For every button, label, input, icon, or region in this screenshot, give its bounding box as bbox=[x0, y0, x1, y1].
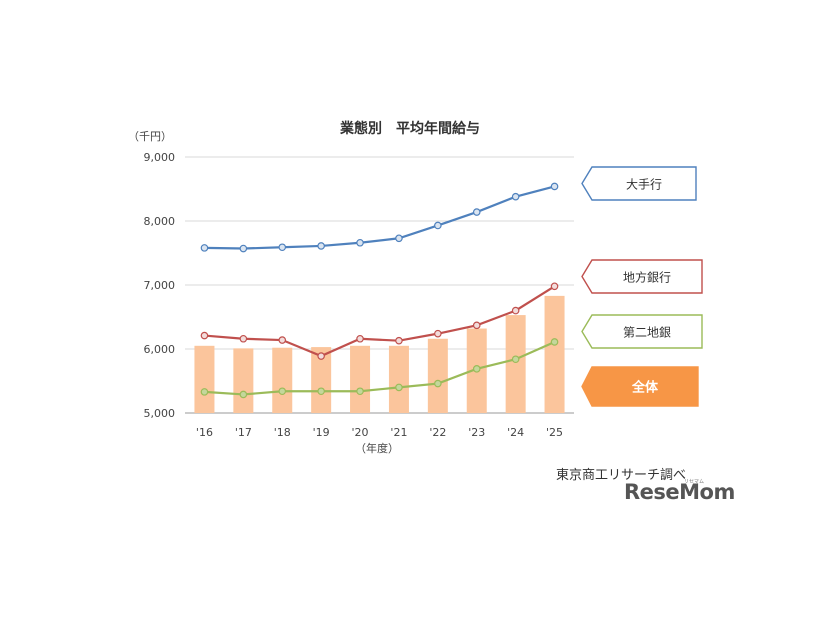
series-point bbox=[239, 244, 248, 253]
line-series-group bbox=[200, 182, 559, 399]
series-point bbox=[317, 242, 325, 250]
callout-box bbox=[581, 166, 697, 201]
callout-label: 第二地銀 bbox=[623, 326, 671, 340]
series-point bbox=[472, 321, 481, 330]
series-point bbox=[317, 387, 325, 396]
series-point bbox=[395, 383, 403, 392]
x-tick-label: '25 bbox=[546, 426, 563, 439]
callout-box bbox=[581, 366, 699, 407]
series-point bbox=[472, 365, 481, 373]
series-point bbox=[550, 282, 559, 291]
callout-box bbox=[581, 314, 703, 349]
series-point bbox=[434, 329, 442, 338]
series-point bbox=[200, 331, 209, 340]
bar-total bbox=[505, 315, 526, 413]
series-point bbox=[239, 390, 248, 399]
line-series bbox=[200, 282, 559, 360]
y-tick-label: 6,000 bbox=[144, 343, 176, 356]
bar-total bbox=[388, 345, 409, 413]
callout-box bbox=[581, 259, 703, 294]
y-tick-label: 7,000 bbox=[144, 279, 176, 292]
line-series bbox=[200, 182, 559, 253]
x-axis-ticks: '16 '17 '18 '19 '20 '21 '22 '23 '24 '25 bbox=[196, 426, 563, 439]
bar-total bbox=[194, 345, 215, 413]
bar-total bbox=[427, 338, 448, 413]
source-note: 東京商工リサーチ調べ bbox=[556, 468, 687, 483]
x-tick-label: '16 bbox=[196, 426, 213, 439]
series-line bbox=[204, 340, 555, 396]
series-point bbox=[511, 192, 520, 201]
bar-total bbox=[233, 348, 254, 413]
callout-label: 地方銀行 bbox=[623, 270, 671, 285]
series-point bbox=[511, 306, 520, 315]
series-point bbox=[472, 208, 481, 216]
series-line bbox=[204, 185, 555, 250]
series-point bbox=[278, 336, 287, 344]
chart-title: 業態別 平均年間給与 bbox=[339, 120, 480, 137]
series-point bbox=[550, 338, 559, 346]
y-axis-ticks: 5,000 6,000 7,000 8,000 9,000 bbox=[144, 151, 176, 420]
x-tick-label: '19 bbox=[313, 426, 330, 439]
bar-total bbox=[272, 347, 293, 413]
series-point bbox=[317, 352, 325, 360]
resemom-logo-ruby: リセマム bbox=[684, 479, 705, 485]
series-point bbox=[434, 221, 442, 230]
series-line bbox=[204, 285, 556, 358]
line-series bbox=[200, 338, 559, 399]
series-point bbox=[356, 238, 364, 247]
series-point bbox=[200, 388, 209, 396]
x-tick-label: '21 bbox=[390, 426, 407, 439]
series-point bbox=[200, 244, 209, 252]
x-axis-unit-label: （年度） bbox=[355, 441, 399, 455]
bar-total bbox=[544, 295, 565, 413]
x-tick-label: '22 bbox=[429, 426, 446, 439]
series-point bbox=[550, 182, 559, 191]
y-axis-unit-label: （千円） bbox=[128, 130, 172, 143]
series-point bbox=[511, 355, 520, 364]
series-point bbox=[395, 336, 403, 345]
x-tick-label: '18 bbox=[274, 426, 291, 439]
series-point bbox=[356, 334, 364, 343]
bar-series-total bbox=[194, 295, 565, 413]
series-point bbox=[278, 387, 287, 396]
resemom-logo: ReseMom bbox=[624, 480, 735, 504]
series-point bbox=[278, 243, 287, 252]
y-tick-label: 8,000 bbox=[144, 215, 176, 228]
series-point bbox=[356, 387, 364, 396]
bar-total bbox=[350, 345, 371, 413]
bar-total bbox=[311, 347, 332, 413]
callout-label: 全体 bbox=[631, 380, 659, 396]
series-point bbox=[239, 334, 248, 343]
x-tick-label: '23 bbox=[468, 426, 485, 439]
y-tick-label: 9,000 bbox=[144, 151, 176, 164]
x-tick-label: '20 bbox=[352, 426, 369, 439]
series-point bbox=[434, 379, 442, 388]
callout-label: 大手行 bbox=[626, 178, 662, 192]
x-tick-label: '24 bbox=[507, 426, 524, 439]
x-tick-label: '17 bbox=[235, 426, 252, 439]
series-point bbox=[395, 234, 403, 243]
y-tick-label: 5,000 bbox=[144, 407, 176, 420]
